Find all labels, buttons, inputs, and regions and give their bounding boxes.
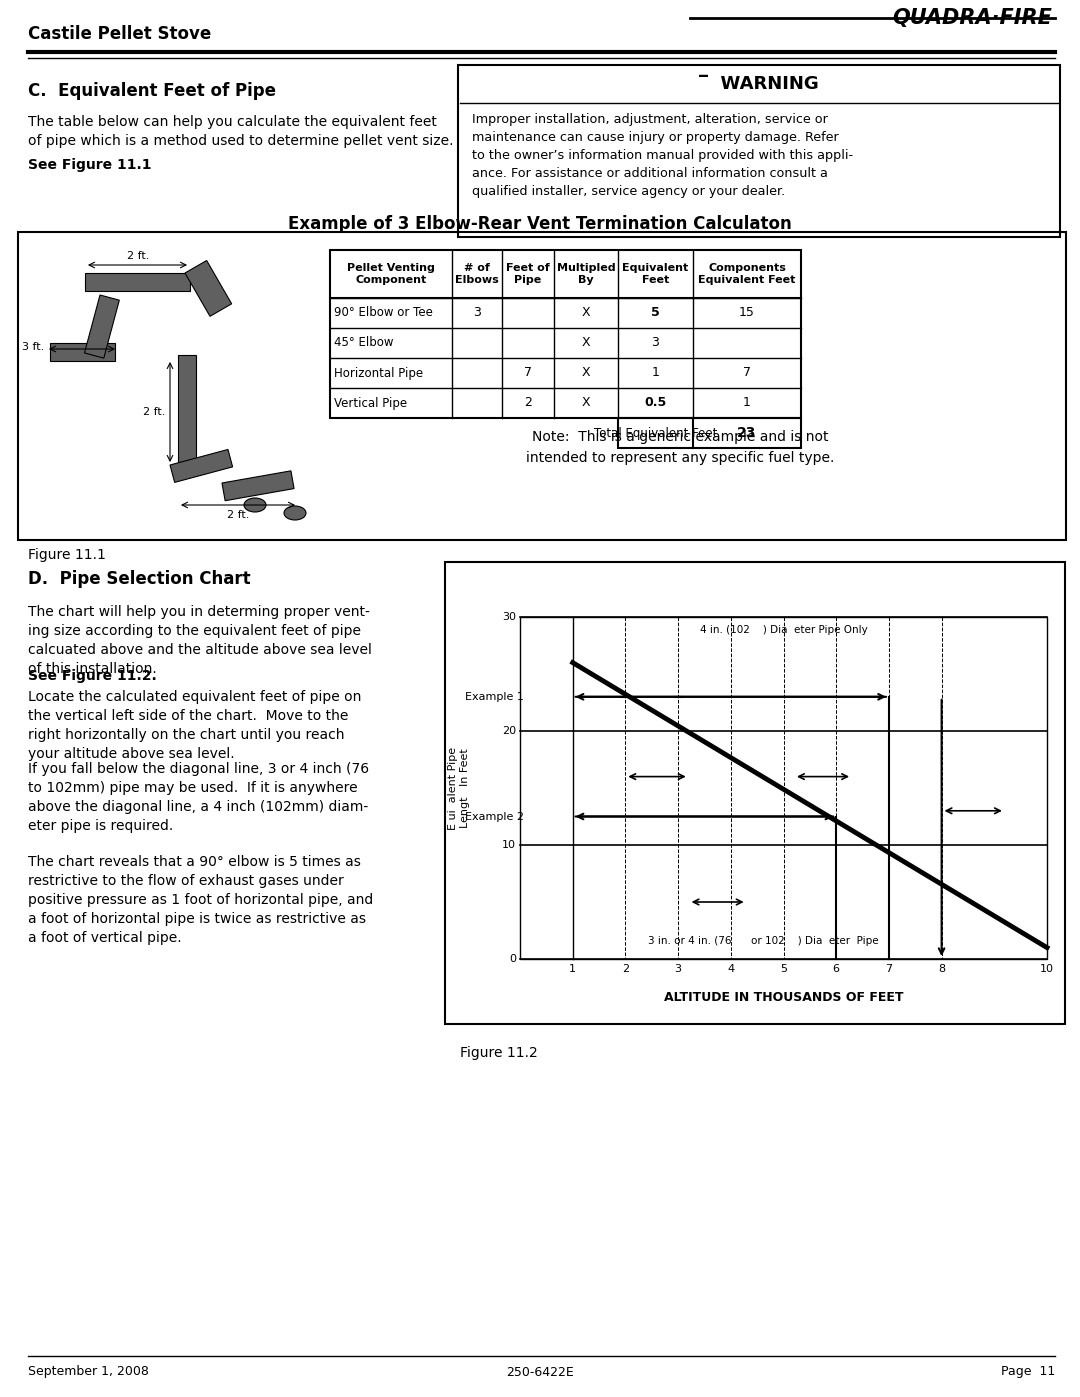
Text: 0.5: 0.5 bbox=[645, 397, 666, 409]
Text: Total Equivalent Feet: Total Equivalent Feet bbox=[594, 426, 717, 440]
Text: Equivalent
Feet: Equivalent Feet bbox=[622, 263, 689, 285]
Text: 3: 3 bbox=[651, 337, 660, 349]
Text: Components
Equivalent Feet: Components Equivalent Feet bbox=[699, 263, 796, 285]
Text: Page  11: Page 11 bbox=[1001, 1365, 1055, 1379]
Text: The chart reveals that a 90° elbow is 5 times as
restrictive to the flow of exha: The chart reveals that a 90° elbow is 5 … bbox=[28, 855, 374, 944]
Bar bbox=[458, 66, 1059, 237]
Text: If you fall below the diagonal line, 3 or 4 inch (76
to 102mm) pipe may be used.: If you fall below the diagonal line, 3 o… bbox=[28, 761, 369, 833]
Text: 30: 30 bbox=[502, 612, 516, 622]
Text: 1: 1 bbox=[743, 397, 751, 409]
Text: 45° Elbow: 45° Elbow bbox=[334, 337, 393, 349]
Text: 4 in. (102    ) Dia  eter Pipe Only: 4 in. (102 ) Dia eter Pipe Only bbox=[700, 624, 867, 636]
Text: 3 ft.: 3 ft. bbox=[22, 342, 44, 352]
Text: The chart will help you in determing proper vent-
ing size according to the equi: The chart will help you in determing pro… bbox=[28, 605, 372, 676]
Bar bbox=[445, 562, 1065, 1024]
Text: 3: 3 bbox=[675, 964, 681, 974]
Text: 6: 6 bbox=[833, 964, 840, 974]
Text: 10: 10 bbox=[502, 840, 516, 849]
Bar bbox=[519, 617, 1047, 958]
Ellipse shape bbox=[244, 497, 266, 511]
Bar bbox=[178, 355, 195, 469]
Text: Castile Pellet Stove: Castile Pellet Stove bbox=[28, 25, 212, 43]
Bar bbox=[50, 344, 114, 360]
Text: 23: 23 bbox=[738, 426, 757, 440]
Text: Feet of
Pipe: Feet of Pipe bbox=[507, 263, 550, 285]
Text: Example 1: Example 1 bbox=[465, 692, 524, 701]
Text: 250-6422E: 250-6422E bbox=[507, 1365, 573, 1379]
Text: 3: 3 bbox=[473, 306, 481, 320]
Text: X: X bbox=[582, 306, 591, 320]
Text: Figure 11.1: Figure 11.1 bbox=[28, 548, 106, 562]
Text: 2 ft.: 2 ft. bbox=[227, 510, 249, 520]
Text: X: X bbox=[582, 337, 591, 349]
Text: See Figure 11.2.: See Figure 11.2. bbox=[28, 669, 157, 683]
Bar bbox=[84, 295, 119, 358]
Text: 8: 8 bbox=[939, 964, 945, 974]
Text: ‾  WARNING: ‾ WARNING bbox=[699, 75, 819, 94]
Text: 1: 1 bbox=[569, 964, 577, 974]
Bar bbox=[18, 232, 1066, 541]
Text: X: X bbox=[582, 366, 591, 380]
Text: 7: 7 bbox=[524, 366, 532, 380]
Text: 0: 0 bbox=[509, 954, 516, 964]
Text: 10: 10 bbox=[1040, 964, 1054, 974]
Text: The table below can help you calculate the equivalent feet
of pipe which is a me: The table below can help you calculate t… bbox=[28, 115, 454, 148]
Text: E ui  alent Pipe
Lengt   In Feet: E ui alent Pipe Lengt In Feet bbox=[448, 746, 470, 830]
Text: QUADRA·FIRE: QUADRA·FIRE bbox=[892, 8, 1052, 28]
Text: Example of 3 Elbow-Rear Vent Termination Calculaton: Example of 3 Elbow-Rear Vent Termination… bbox=[288, 215, 792, 233]
Text: 2 ft.: 2 ft. bbox=[143, 407, 165, 416]
Text: Figure 11.2: Figure 11.2 bbox=[460, 1046, 538, 1060]
Text: 2: 2 bbox=[622, 964, 629, 974]
Text: ALTITUDE IN THOUSANDS OF FEET: ALTITUDE IN THOUSANDS OF FEET bbox=[664, 990, 903, 1004]
Bar bbox=[85, 272, 190, 291]
Text: Note:  This is a generic example and is not
intended to represent any specific f: Note: This is a generic example and is n… bbox=[526, 430, 834, 465]
Text: 15: 15 bbox=[739, 306, 755, 320]
Text: 3 in. or 4 in. (76      or 102    ) Dia  eter  Pipe: 3 in. or 4 in. (76 or 102 ) Dia eter Pip… bbox=[648, 936, 879, 946]
Text: # of
Elbows: # of Elbows bbox=[455, 263, 499, 285]
Text: 4: 4 bbox=[727, 964, 734, 974]
Text: 5: 5 bbox=[651, 306, 660, 320]
Text: D.  Pipe Selection Chart: D. Pipe Selection Chart bbox=[28, 570, 251, 588]
Text: 1: 1 bbox=[651, 366, 660, 380]
Text: 90° Elbow or Tee: 90° Elbow or Tee bbox=[334, 306, 433, 320]
Text: 7: 7 bbox=[743, 366, 751, 380]
Text: Horizontal Pipe: Horizontal Pipe bbox=[334, 366, 423, 380]
Text: September 1, 2008: September 1, 2008 bbox=[28, 1365, 149, 1379]
Text: 2 ft.: 2 ft. bbox=[126, 251, 149, 261]
Bar bbox=[330, 250, 801, 418]
Text: X: X bbox=[582, 397, 591, 409]
Text: 5: 5 bbox=[780, 964, 787, 974]
Text: See Figure 11.1: See Figure 11.1 bbox=[28, 158, 151, 172]
Text: Improper installation, adjustment, alteration, service or
maintenance can cause : Improper installation, adjustment, alter… bbox=[472, 113, 853, 198]
Text: Vertical Pipe: Vertical Pipe bbox=[334, 397, 407, 409]
Bar bbox=[222, 471, 294, 500]
Text: 2: 2 bbox=[524, 397, 532, 409]
Text: C.  Equivalent Feet of Pipe: C. Equivalent Feet of Pipe bbox=[28, 82, 276, 101]
Bar bbox=[170, 450, 232, 482]
Text: Locate the calculated equivalent feet of pipe on
the vertical left side of the c: Locate the calculated equivalent feet of… bbox=[28, 690, 362, 761]
Text: 7: 7 bbox=[886, 964, 892, 974]
Text: Example 2: Example 2 bbox=[465, 812, 524, 821]
Text: Pellet Venting
Component: Pellet Venting Component bbox=[347, 263, 435, 285]
Bar bbox=[618, 418, 801, 448]
Bar bbox=[185, 260, 231, 316]
Text: Multipled
By: Multipled By bbox=[556, 263, 616, 285]
Text: 20: 20 bbox=[502, 726, 516, 736]
Ellipse shape bbox=[284, 506, 306, 520]
